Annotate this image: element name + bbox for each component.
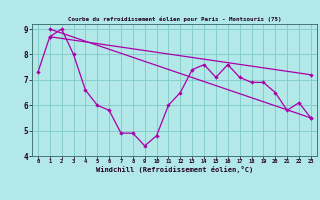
X-axis label: Windchill (Refroidissement éolien,°C): Windchill (Refroidissement éolien,°C) bbox=[96, 166, 253, 173]
Title: Courbe du refroidissement éolien pour Paris - Montsouris (75): Courbe du refroidissement éolien pour Pa… bbox=[68, 17, 281, 22]
